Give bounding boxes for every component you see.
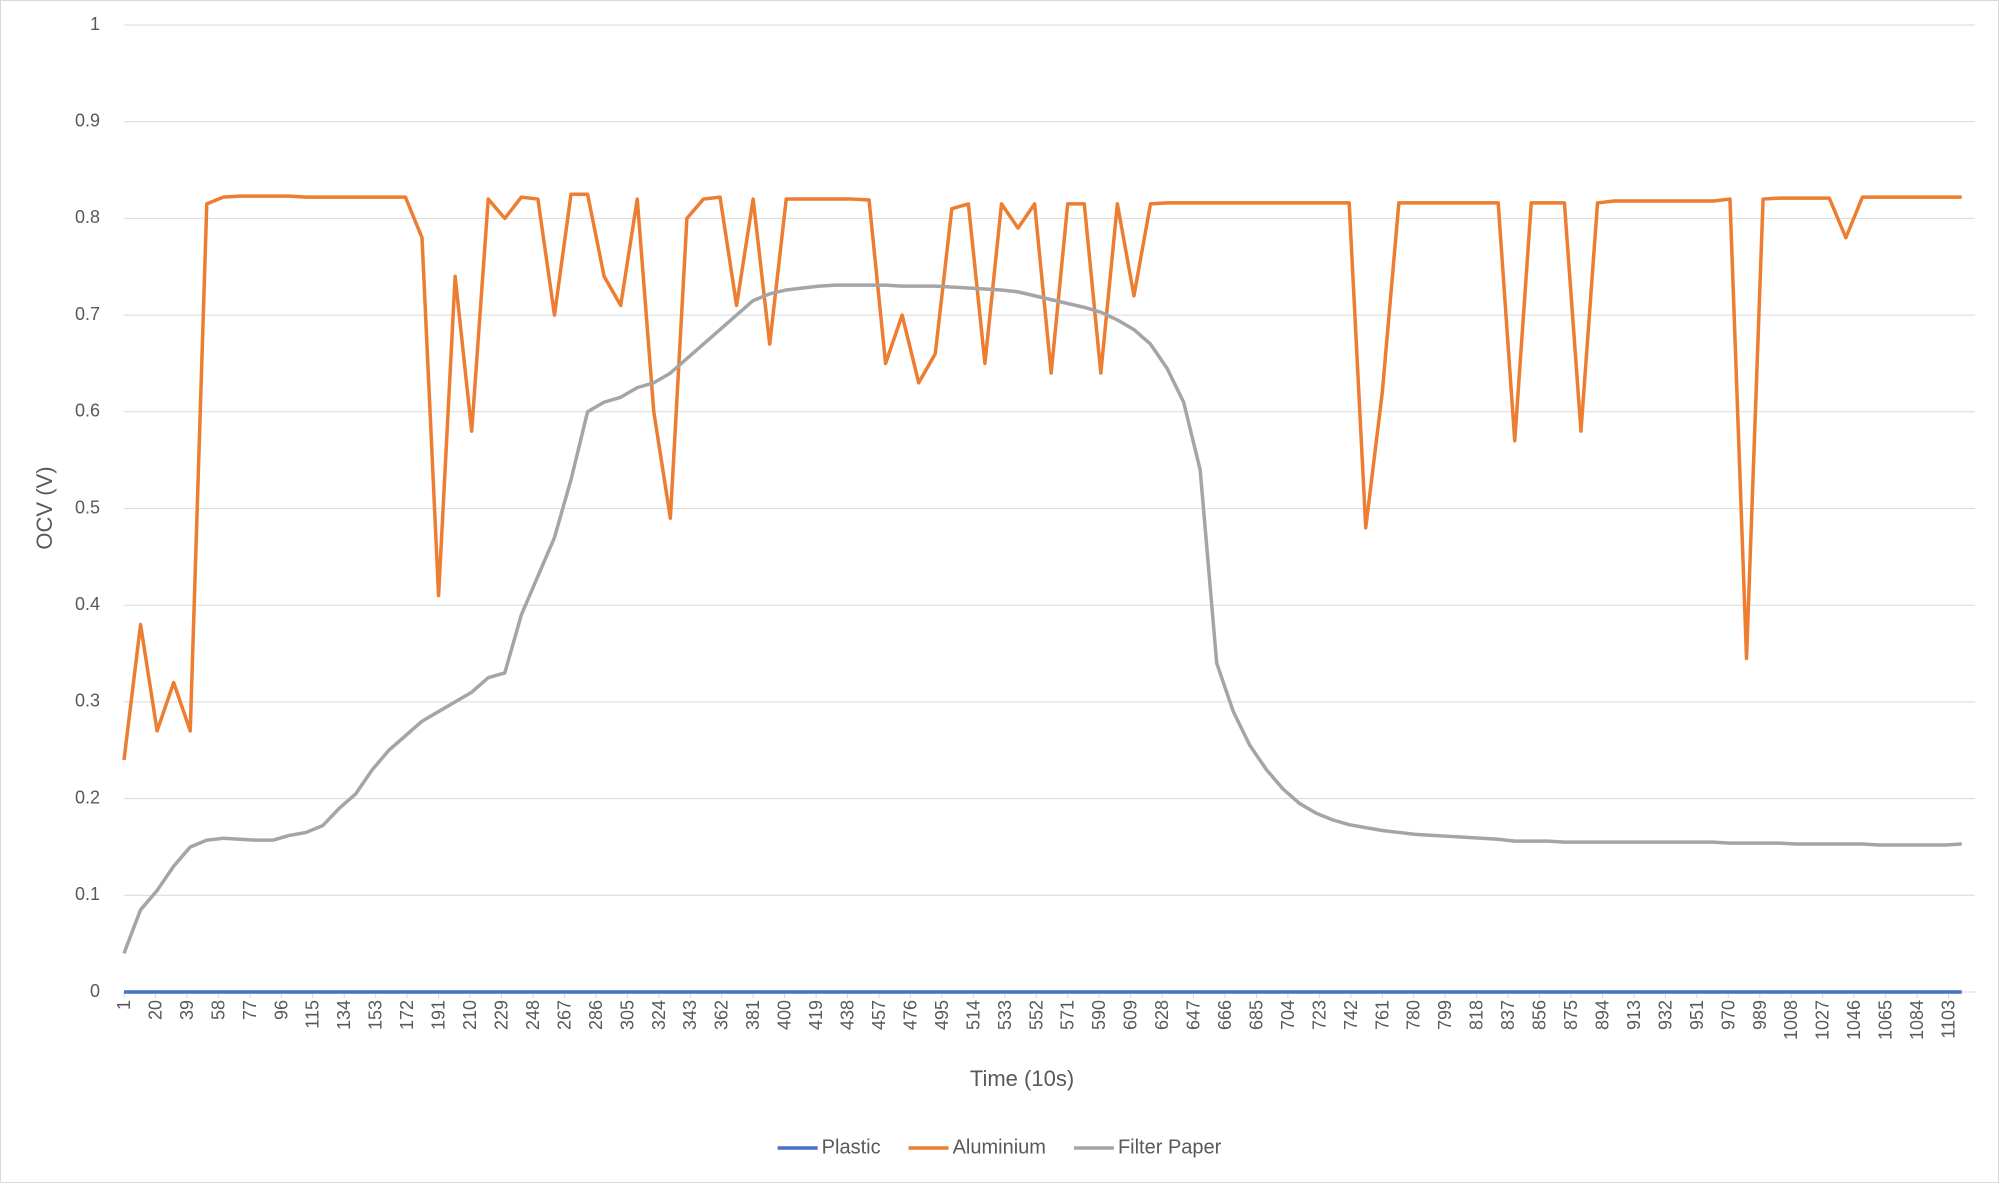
- x-tick-label: 1103: [1939, 1000, 1959, 1039]
- x-tick-label: 172: [397, 1000, 417, 1030]
- x-tick-label: 552: [1026, 1000, 1046, 1030]
- x-tick-label: 761: [1372, 1000, 1392, 1030]
- x-tick-label: 1046: [1844, 1000, 1864, 1040]
- x-tick-label: 799: [1435, 1000, 1455, 1030]
- x-tick-label: 77: [240, 1000, 260, 1020]
- x-tick-label: 533: [995, 1000, 1015, 1030]
- series-line: [122, 283, 1962, 954]
- y-tick-label: 0: [90, 981, 100, 1001]
- x-tick-label: 39: [177, 1000, 197, 1020]
- y-axis-title: OCV (V): [32, 466, 57, 549]
- legend-label: Aluminium: [953, 1136, 1046, 1158]
- x-tick-label: 1: [114, 1000, 134, 1010]
- x-tick-label: 1008: [1781, 1000, 1801, 1040]
- y-tick-label: 0.7: [75, 304, 100, 324]
- x-tick-label: 153: [366, 1000, 386, 1030]
- x-tick-label: 609: [1121, 1000, 1141, 1030]
- y-tick-label: 0.4: [75, 594, 100, 614]
- x-tick-label: 742: [1341, 1000, 1361, 1030]
- legend-item: Filter Paper: [1073, 1136, 1222, 1158]
- legend-item: Aluminium: [908, 1136, 1046, 1158]
- x-tick-label: 96: [271, 1000, 291, 1020]
- legend-item: Plastic: [777, 1136, 881, 1158]
- x-tick-label: 476: [900, 1000, 920, 1030]
- x-tick-label: 457: [869, 1000, 889, 1030]
- x-tick-label: 286: [586, 1000, 606, 1030]
- x-tick-label: 647: [1184, 1000, 1204, 1030]
- x-tick-label: 856: [1530, 1000, 1550, 1030]
- x-tick-label: 267: [554, 1000, 574, 1030]
- x-tick-label: 875: [1561, 1000, 1581, 1030]
- legend: Plastic Aluminium Filter Paper: [777, 1136, 1222, 1158]
- x-tick-label: 590: [1089, 1000, 1109, 1030]
- x-tick-label: 305: [617, 1000, 637, 1030]
- x-tick-label: 628: [1152, 1000, 1172, 1030]
- x-tick-label: 970: [1718, 1000, 1738, 1030]
- x-tick-label: 58: [208, 1000, 228, 1020]
- x-tick-label: 381: [743, 1000, 763, 1030]
- x-tick-label: 951: [1687, 1000, 1707, 1030]
- x-tick-label: 1084: [1907, 1000, 1927, 1040]
- x-tick-label: 666: [1215, 1000, 1235, 1030]
- x-tick-label: 932: [1655, 1000, 1675, 1030]
- x-tick-label: 837: [1498, 1000, 1518, 1030]
- x-tick-label: 191: [429, 1000, 449, 1030]
- x-tick-label: 20: [145, 1000, 165, 1020]
- x-tick-label: 419: [806, 1000, 826, 1030]
- x-tick-label: 362: [712, 1000, 732, 1030]
- series-line: [122, 192, 1962, 761]
- y-tick-label: 1: [90, 14, 100, 34]
- x-tick-label: 115: [303, 1000, 323, 1029]
- x-tick-label: 685: [1246, 1000, 1266, 1030]
- x-axis-title: Time (10s): [970, 1066, 1074, 1091]
- legend-label: Plastic: [822, 1136, 881, 1158]
- x-tick-label: 818: [1467, 1000, 1487, 1030]
- x-tick-label: 894: [1592, 1000, 1612, 1030]
- x-tick-label: 229: [491, 1000, 511, 1030]
- x-tick-label: 1065: [1876, 1000, 1896, 1040]
- x-tick-label: 210: [460, 1000, 480, 1030]
- x-tick-label: 343: [680, 1000, 700, 1030]
- x-tick-label: 248: [523, 1000, 543, 1030]
- y-tick-label: 0.5: [75, 497, 100, 517]
- legend-label: Filter Paper: [1118, 1136, 1222, 1158]
- x-tick-label: 438: [838, 1000, 858, 1030]
- x-tick-label: 989: [1750, 1000, 1770, 1030]
- x-tick-label: 704: [1278, 1000, 1298, 1030]
- x-tick-label: 571: [1058, 1000, 1078, 1030]
- x-tick-label: 1027: [1813, 1000, 1833, 1040]
- x-tick-label: 723: [1309, 1000, 1329, 1030]
- y-tick-label: 0.3: [75, 691, 100, 711]
- x-tick-label: 400: [775, 1000, 795, 1030]
- x-tick-label: 514: [963, 1000, 983, 1030]
- x-tick-label: 913: [1624, 1000, 1644, 1030]
- x-tick-label: 495: [932, 1000, 952, 1030]
- y-tick-label: 0.6: [75, 401, 100, 421]
- y-tick-label: 0.2: [75, 787, 100, 807]
- x-tick-label: 780: [1404, 1000, 1424, 1030]
- y-tick-label: 0.1: [75, 884, 100, 904]
- y-tick-label: 0.8: [75, 207, 100, 227]
- x-tick-label: 134: [334, 1000, 354, 1030]
- y-tick-label: 0.9: [75, 110, 100, 130]
- x-tick-label: 324: [649, 1000, 669, 1030]
